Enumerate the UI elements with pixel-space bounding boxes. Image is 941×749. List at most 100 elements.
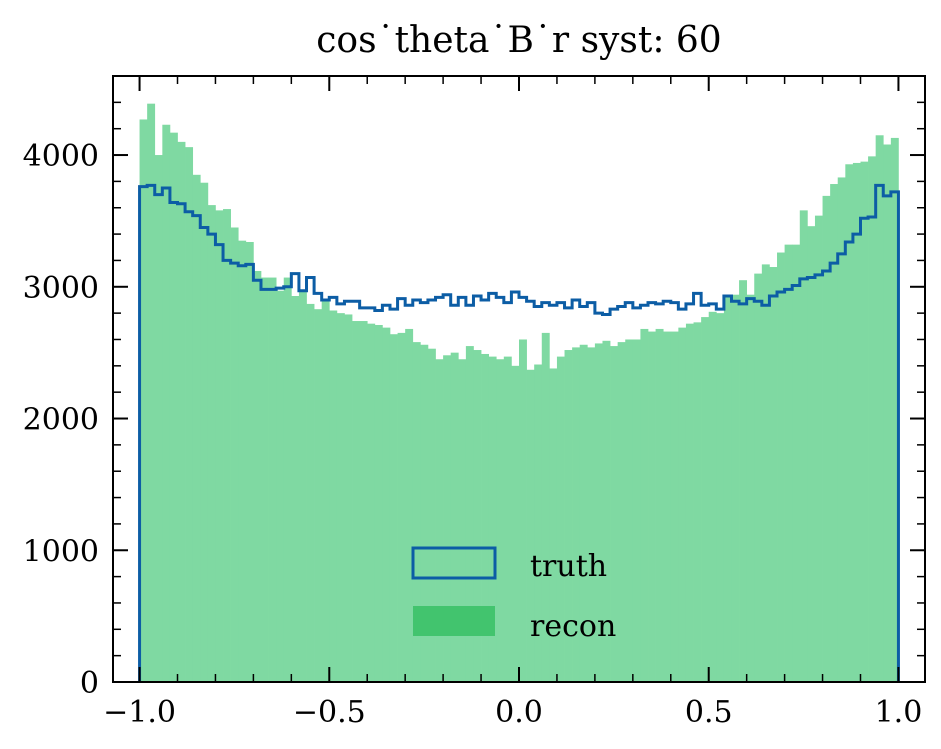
- recon-bar: [655, 328, 664, 682]
- recon-bar: [587, 347, 596, 682]
- recon-bar: [503, 356, 512, 682]
- recon-bar: [245, 241, 254, 683]
- recon-bar: [830, 184, 839, 682]
- recon-bar: [223, 209, 231, 682]
- recon-bar: [526, 369, 535, 682]
- recon-bar: [868, 156, 877, 683]
- recon-bar: [321, 299, 330, 682]
- recon-bar: [799, 210, 808, 682]
- recon-bar: [693, 322, 702, 682]
- recon-bar: [283, 277, 292, 682]
- recon-bar: [723, 294, 732, 682]
- recon-bar: [860, 161, 869, 682]
- chart-title: cos˙theta˙B˙r syst: 60: [316, 20, 721, 61]
- legend-label-recon: recon: [530, 609, 616, 644]
- x-tick-label: 1.0: [875, 695, 923, 730]
- recon-bar: [185, 147, 194, 682]
- recon-bar: [169, 132, 178, 682]
- recon-bar: [541, 332, 550, 682]
- recon-bar: [678, 327, 687, 682]
- recon-bar: [276, 290, 285, 682]
- x-tick-label: −1.0: [103, 695, 176, 730]
- recon-bar: [298, 289, 307, 682]
- recon-bar: [291, 296, 300, 682]
- recon-bar: [260, 277, 269, 682]
- recon-bar: [435, 359, 444, 682]
- recon-bar: [314, 309, 323, 682]
- recon-bar: [731, 294, 740, 682]
- recon-bar: [845, 164, 854, 682]
- recon-bar: [268, 277, 277, 682]
- recon-bar: [389, 334, 398, 682]
- recon-bar: [610, 346, 619, 682]
- recon-bar: [739, 280, 748, 682]
- recon-bar: [852, 162, 861, 682]
- recon-bar: [534, 364, 543, 682]
- recon-bar: [473, 350, 482, 682]
- y-tick-label: 3000: [23, 271, 99, 306]
- legend-swatch-recon: [413, 606, 495, 636]
- x-tick-label: 0.5: [685, 695, 733, 730]
- recon-bar: [792, 244, 801, 682]
- recon-bar: [488, 356, 497, 682]
- recon-bar: [427, 348, 436, 682]
- recon-bar: [822, 195, 831, 682]
- recon-bar: [443, 355, 452, 682]
- recon-bar: [572, 347, 581, 682]
- recon-bar: [648, 331, 656, 682]
- recon-bar: [746, 294, 755, 682]
- recon-bar: [883, 144, 892, 682]
- recon-bar: [663, 331, 672, 682]
- recon-bar: [481, 353, 489, 682]
- recon-bar: [716, 313, 725, 682]
- recon-bar: [594, 343, 603, 682]
- recon-bar: [367, 323, 376, 682]
- recon-bar: [200, 182, 209, 682]
- recon-bar: [875, 135, 884, 682]
- y-tick-label: 4000: [23, 139, 99, 174]
- recon-bar: [336, 313, 345, 682]
- recon-bar: [556, 356, 565, 682]
- recon-bar: [215, 210, 224, 682]
- recon-bar: [670, 331, 679, 682]
- recon-bar: [253, 270, 262, 682]
- y-tick-label: 2000: [23, 403, 99, 438]
- recon-bar: [465, 346, 474, 682]
- x-tick-label: −0.5: [293, 695, 366, 730]
- recon-bar: [701, 317, 710, 682]
- recon-bar: [139, 119, 148, 683]
- recon-bar: [147, 103, 156, 683]
- recon-bar: [602, 340, 611, 682]
- recon-bar: [708, 311, 717, 682]
- recon-bar: [814, 215, 823, 682]
- y-tick-label: 1000: [23, 534, 99, 569]
- recon-bar: [238, 240, 247, 683]
- recon-bar: [579, 344, 588, 682]
- recon-bar: [777, 252, 785, 682]
- legend-label-truth: truth: [530, 549, 607, 584]
- recon-bar: [450, 352, 459, 682]
- recon-bar: [496, 359, 505, 682]
- recon-bar: [617, 342, 626, 682]
- recon-bar: [784, 244, 793, 682]
- recon-bar: [344, 314, 353, 682]
- recon-bar: [207, 205, 216, 682]
- recon-bar: [549, 368, 558, 682]
- recon-bar: [564, 350, 573, 682]
- recon-bar: [458, 359, 467, 682]
- recon-bar: [837, 177, 846, 682]
- recon-bar: [685, 323, 694, 682]
- legend-swatch-truth: [411, 546, 497, 580]
- recon-bar: [352, 321, 360, 682]
- recon-bar: [807, 226, 816, 682]
- recon-bar: [374, 324, 383, 682]
- recon-bar: [632, 339, 641, 682]
- recon-bar: [890, 137, 899, 683]
- recon-bar: [769, 267, 778, 682]
- recon-bar: [420, 344, 429, 682]
- recon-bar: [405, 328, 414, 682]
- recon-bar: [359, 321, 368, 682]
- x-tick-label: 0.0: [495, 695, 543, 730]
